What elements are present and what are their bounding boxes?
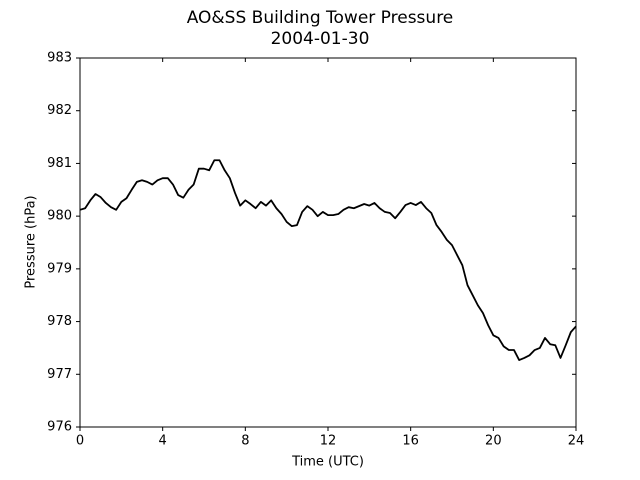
y-tick-label: 976 <box>47 420 72 435</box>
x-tick-label: 20 <box>485 434 502 449</box>
y-tick-label: 978 <box>47 314 72 329</box>
x-tick-label: 24 <box>568 434 585 449</box>
y-axis-label: Pressure (hPa) <box>24 195 39 288</box>
plot-frame <box>79 57 577 428</box>
y-tick-label: 977 <box>47 367 72 382</box>
x-tick-label: 16 <box>402 434 419 449</box>
y-tick-label: 982 <box>47 103 72 118</box>
y-tick-label: 980 <box>47 209 72 224</box>
x-axis-label: Time (UTC) <box>291 455 364 470</box>
data-line <box>79 159 577 361</box>
y-tick-label: 979 <box>47 261 72 276</box>
y-tick-label: 983 <box>47 51 72 66</box>
x-tick-label: 8 <box>241 434 249 449</box>
x-tick-label: 12 <box>320 434 337 449</box>
chart-subtitle: 2004-01-30 <box>271 29 370 49</box>
x-tick-label: 4 <box>159 434 167 449</box>
x-tick-label: 0 <box>76 434 84 449</box>
y-tick-label: 981 <box>47 156 72 171</box>
chart-title: AO&SS Building Tower Pressure <box>187 8 454 28</box>
